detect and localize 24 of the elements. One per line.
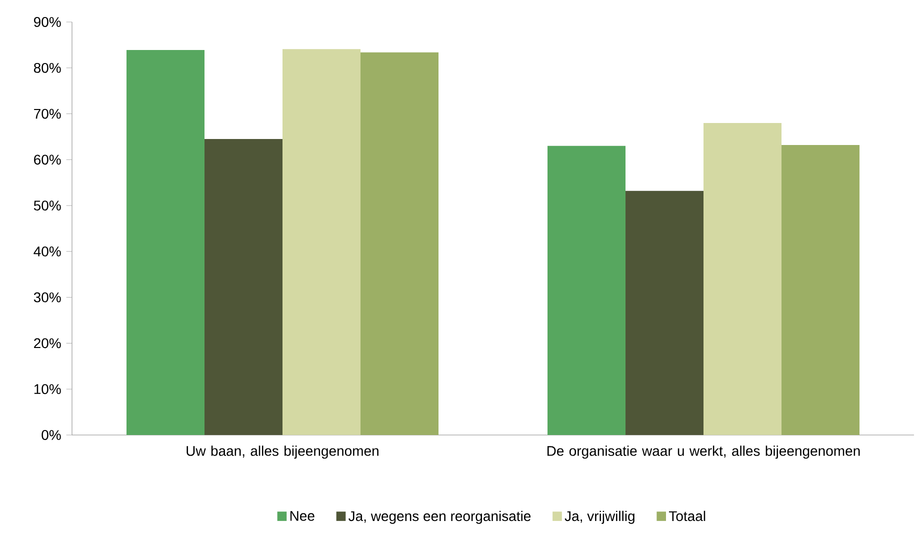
x-tick-label: Uw baan, alles bijeengenomen: [186, 446, 378, 459]
bar: [626, 190, 704, 435]
y-tick-label: 70%: [34, 108, 61, 119]
y-tick-label: 80%: [34, 62, 61, 73]
y-tick-label: 50%: [34, 200, 61, 211]
bar: [126, 50, 205, 435]
y-tick-label: 0%: [42, 430, 61, 440]
legend-label: Ja, wegens een reorganisatie: [348, 510, 531, 524]
bar: [204, 139, 283, 435]
y-tick-label: 90%: [34, 17, 61, 27]
legend-label: Ja, vrijwillig: [564, 510, 634, 524]
bar: [782, 144, 860, 435]
y-tick-label: 30%: [34, 292, 61, 302]
bar: [282, 49, 361, 435]
bar: [704, 122, 782, 435]
bar: [360, 52, 439, 435]
x-tick-label: De organisatie waar u werkt, alles bijeengenomen: [547, 446, 860, 459]
bar: [548, 146, 626, 435]
legend-label: Totaal: [668, 510, 706, 522]
y-tick-label: 20%: [34, 338, 61, 348]
y-tick-label: 10%: [34, 384, 61, 394]
y-tick-label: 40%: [34, 246, 61, 256]
legend-label: Nee: [290, 511, 314, 521]
y-tick-label: 60%: [34, 154, 61, 165]
